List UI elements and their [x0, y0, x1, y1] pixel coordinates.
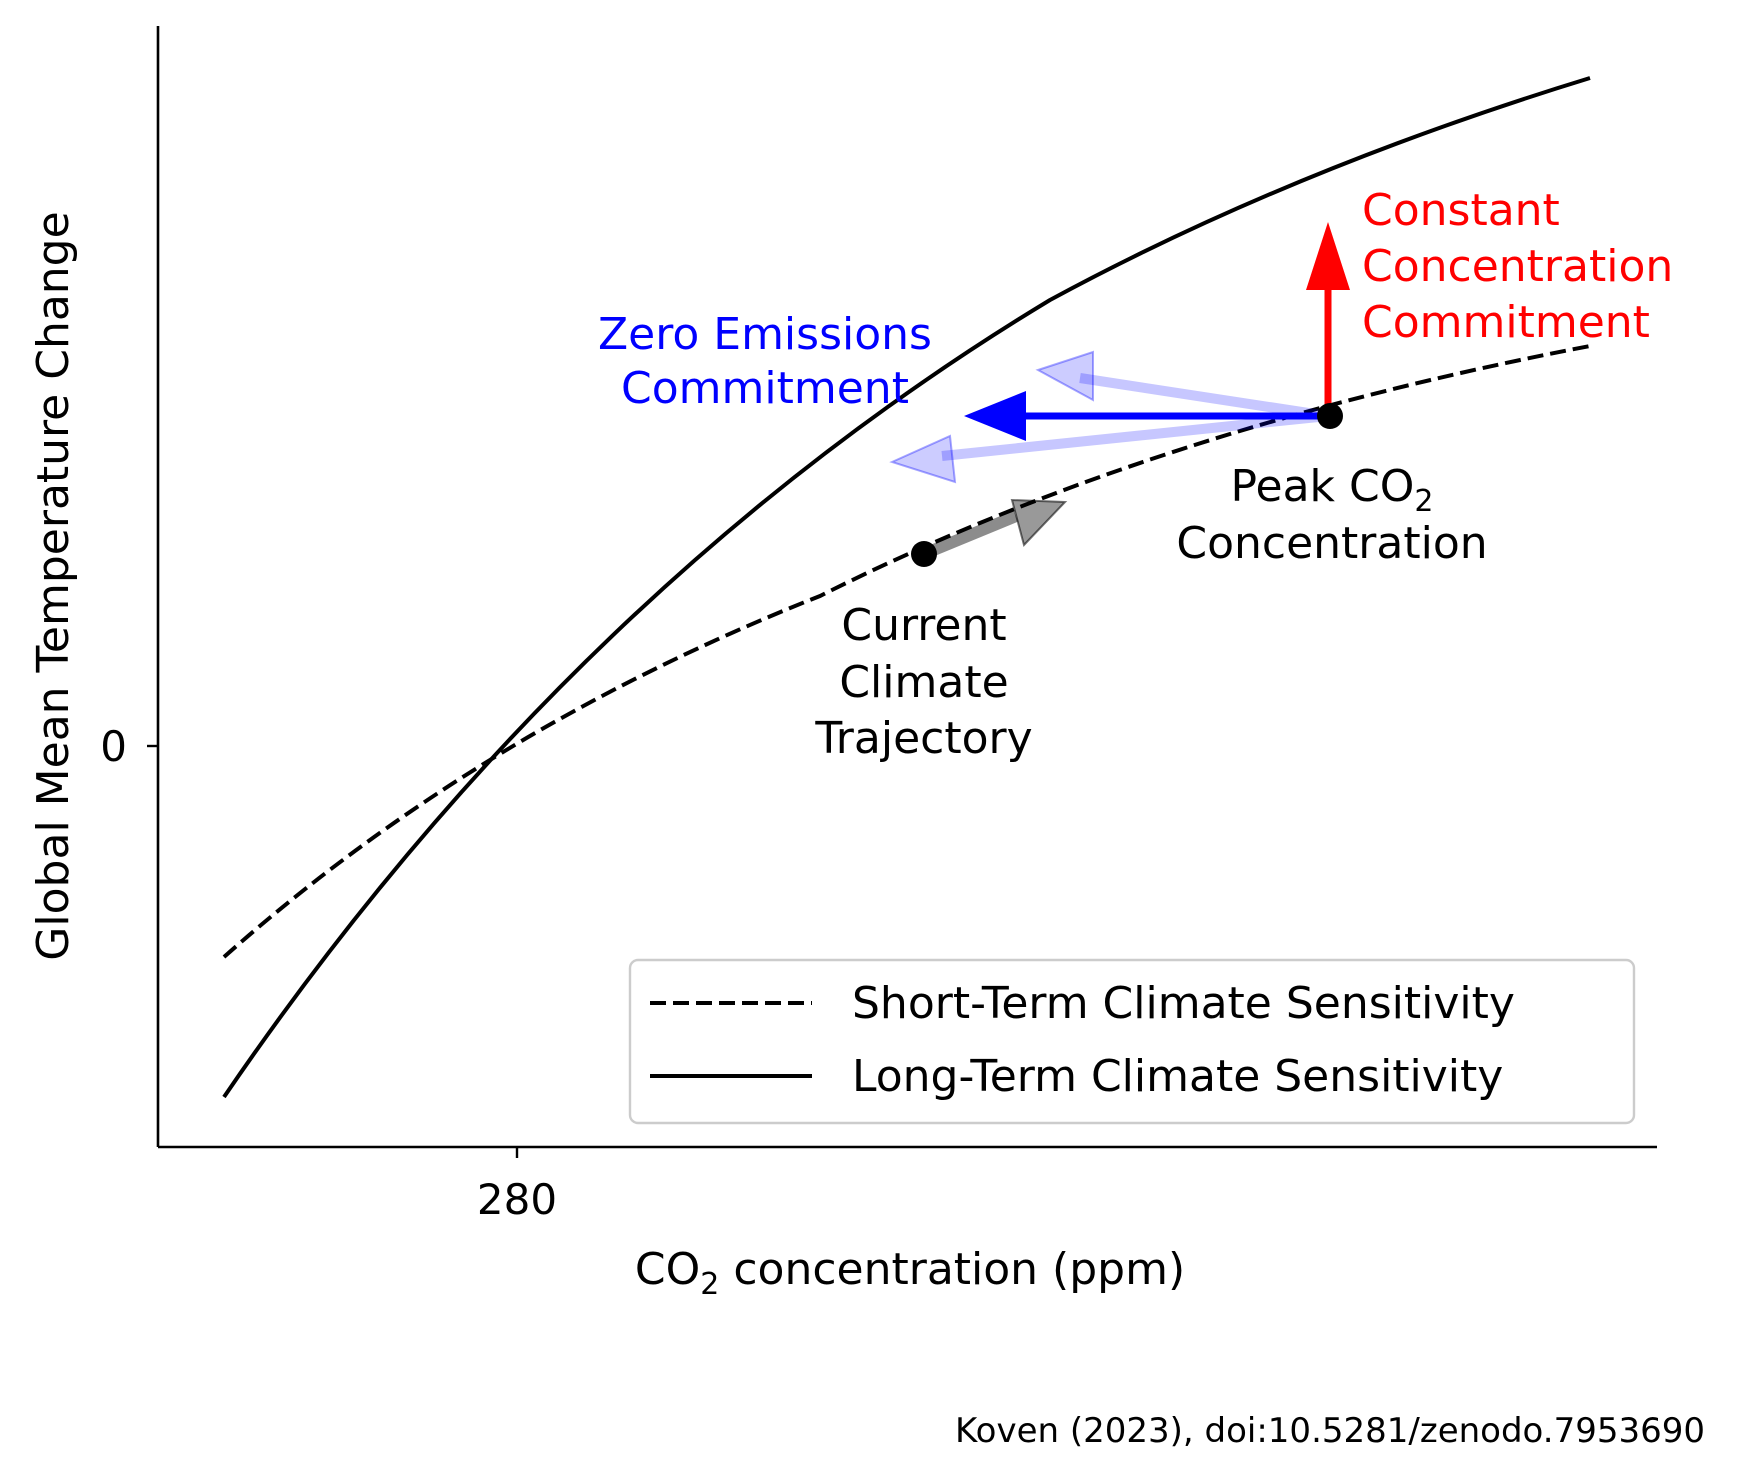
zero-emissions-line2: Commitment [621, 363, 909, 414]
constant-concentration-line2: Concentration [1362, 241, 1673, 292]
constant-concentration-label: Constant Concentration Commitment [1362, 185, 1673, 348]
y-axis-label: Global Mean Temperature Change [28, 211, 79, 960]
x-tick-label: 280 [477, 1175, 557, 1224]
legend-label-long-term: Long-Term Climate Sensitivity [852, 1051, 1503, 1102]
constant-concentration-line3: Commitment [1362, 297, 1650, 348]
zero-emissions-label: Zero Emissions Commitment [598, 309, 932, 414]
short-term-sensitivity-line [222, 344, 1591, 959]
peak-co2-label: Peak CO2 Concentration [1176, 461, 1487, 569]
peak-co2-line1: Peak CO2 [1231, 461, 1434, 519]
legend-box [628, 958, 1636, 1125]
current-climate-label: Current Climate Trajectory [814, 600, 1032, 764]
zero-emissions-arrow [964, 391, 1328, 441]
peak-co2-line2: Concentration [1176, 518, 1487, 569]
constant-concentration-line1: Constant [1362, 185, 1560, 236]
legend-label-short-term: Short-Term Climate Sensitivity [852, 978, 1515, 1029]
credit-text: Koven (2023), doi:10.5281/zenodo.7953690 [955, 1411, 1705, 1451]
y-tick-label: 0 [100, 722, 127, 771]
x-axis-label: CO2 concentration (ppm) [635, 1244, 1185, 1302]
zero-emissions-line1: Zero Emissions [598, 309, 932, 360]
current-climate-line2: Climate [839, 657, 1008, 708]
current-climate-point [911, 541, 937, 567]
current-climate-line3: Trajectory [814, 713, 1032, 764]
long-term-sensitivity-line [222, 76, 1591, 1099]
current-trajectory-arrow [921, 498, 1068, 560]
zero-emissions-faded-arrows [889, 350, 1329, 484]
constant-concentration-arrow [1306, 222, 1350, 416]
current-climate-line1: Current [841, 600, 1006, 651]
legend: Short-Term Climate Sensitivity Long-Term… [628, 958, 1636, 1125]
peak-co2-point [1317, 403, 1343, 429]
